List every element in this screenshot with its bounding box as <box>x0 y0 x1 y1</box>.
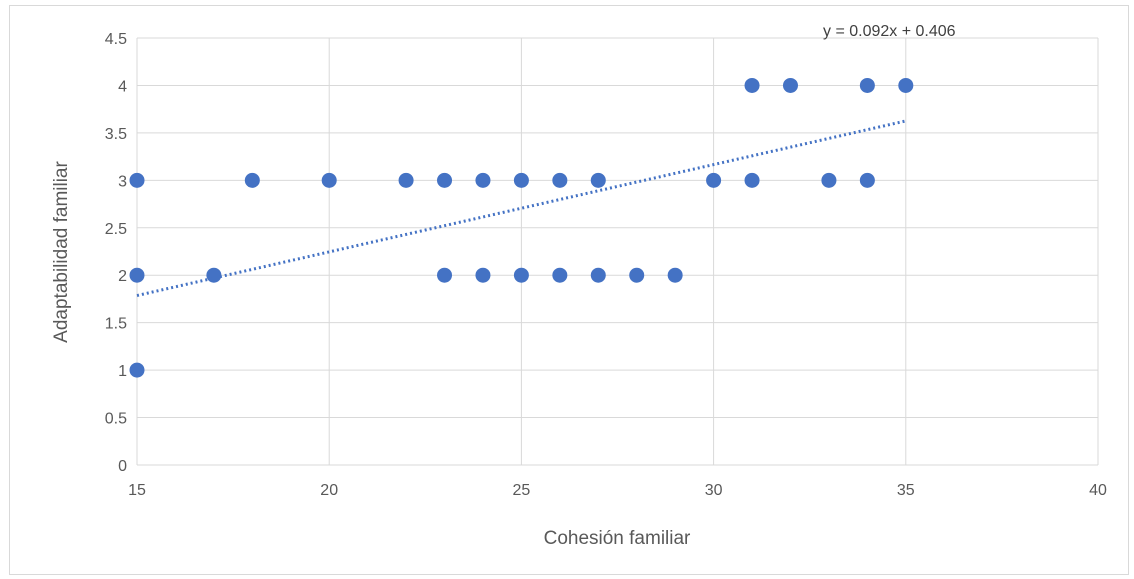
y-tick-label: 1 <box>118 363 127 380</box>
data-point <box>898 77 914 93</box>
x-tick-label: 40 <box>1089 482 1107 499</box>
data-point <box>590 267 606 283</box>
data-point <box>513 267 529 283</box>
data-point <box>475 172 491 188</box>
data-point <box>782 77 798 93</box>
x-tick-label: 15 <box>128 482 146 499</box>
data-point <box>706 172 722 188</box>
data-point <box>859 172 875 188</box>
x-axis-title: Cohesión familiar <box>544 528 691 549</box>
data-point <box>206 267 222 283</box>
gridlines <box>136 37 1099 466</box>
data-point <box>398 172 414 188</box>
y-tick-label: 2.5 <box>105 221 127 238</box>
data-point <box>744 77 760 93</box>
data-point <box>129 362 145 378</box>
data-point <box>437 267 453 283</box>
y-tick-label: 0 <box>118 458 127 475</box>
trendline-equation: y = 0.092x + 0.406 <box>823 23 956 40</box>
data-point <box>667 267 683 283</box>
data-point <box>437 172 453 188</box>
y-axis-title: Adaptabilidad familiar <box>51 161 72 343</box>
x-tick-label: 20 <box>320 482 338 499</box>
x-tick-label: 35 <box>897 482 915 499</box>
x-tick-label: 30 <box>705 482 723 499</box>
data-point <box>859 77 875 93</box>
data-point <box>821 172 837 188</box>
x-tick-label: 25 <box>513 482 531 499</box>
data-point <box>744 172 760 188</box>
y-tick-label: 1.5 <box>105 316 127 333</box>
y-tick-label: 3.5 <box>105 126 127 143</box>
data-point <box>590 172 606 188</box>
chart-frame <box>9 5 1129 575</box>
data-point <box>552 172 568 188</box>
data-point <box>513 172 529 188</box>
data-point <box>475 267 491 283</box>
data-point <box>129 267 145 283</box>
y-tick-label: 3 <box>118 173 127 190</box>
data-point <box>321 172 337 188</box>
data-points <box>129 77 914 378</box>
data-point <box>629 267 645 283</box>
trendline <box>136 119 907 297</box>
x-tick-labels: 15 20 25 30 35 40 <box>128 482 1107 499</box>
y-tick-label: 0.5 <box>105 411 127 428</box>
data-point <box>552 267 568 283</box>
data-point <box>129 172 145 188</box>
data-point <box>244 172 260 188</box>
y-tick-label: 4 <box>118 78 127 95</box>
y-tick-labels: 0 0.5 1 1.5 2 2.5 3 3.5 4 4.5 <box>105 31 127 475</box>
y-tick-label: 4.5 <box>105 31 127 48</box>
y-tick-label: 2 <box>118 268 127 285</box>
